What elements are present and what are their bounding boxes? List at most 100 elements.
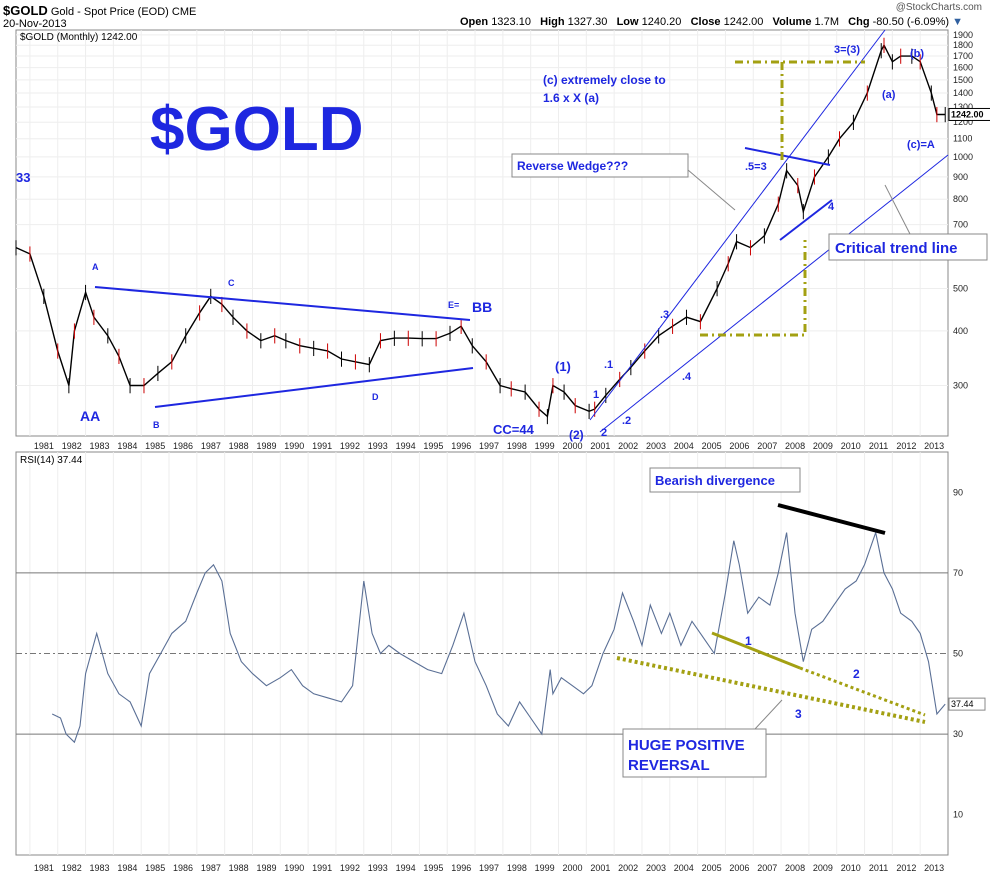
wave-A-label: A [92,262,99,272]
symbol-label: $GOLD [3,3,48,18]
price-x-tick-label: 1989 [256,441,276,451]
rsi-line1-label: 1 [745,634,752,648]
price-legend: $GOLD (Monthly) 1242.00 [20,32,138,43]
open-value: 1323.10 [491,16,531,28]
rsi-legend: RSI(14) 37.44 [20,455,83,466]
wave-BB-label: BB [472,299,492,315]
rsi-x-tick-label: 1990 [284,863,304,873]
close-label: Close [690,16,721,28]
critical-trend-pointer [884,184,911,235]
rsi-series-line [51,530,946,744]
critical-trend-label: Critical trend line [835,240,958,257]
price-y-tick-label: 500 [953,284,968,294]
price-x-tick-label: 2004 [674,441,694,451]
rsi-x-tick-label: 2010 [841,863,861,873]
price-x-tick-label: 1993 [368,441,388,451]
rsi-x-tick-label: 1988 [229,863,249,873]
price-x-tick-label: 1986 [173,441,193,451]
rsi-x-tick-label: 2007 [757,863,777,873]
watermark: @StockCharts.com [895,2,982,13]
wave-3-label: 3=(3) [834,44,860,56]
rsi-x-tick-label: 1994 [396,863,416,873]
price-y-tick-label: 1900 [953,30,973,40]
dropdown-arrow-icon[interactable]: ▼ [952,16,964,28]
price-x-tick-label: 2010 [841,441,861,451]
wedge-top-line [744,147,831,166]
channel-lower-line [599,154,949,433]
rsi-last-value-box [948,697,986,711]
date-label: 20-Nov-2013 [3,18,67,30]
price-x-tick-label: 1992 [340,441,360,451]
wave-dot2-label: .2 [622,415,631,427]
wave-dot5-label: .5=3 [745,161,767,173]
low-label: Low [616,16,639,28]
price-x-tick-label: 1985 [145,441,165,451]
price-x-tick-label: 1984 [117,441,137,451]
rsi-x-tick-label: 2008 [785,863,805,873]
price-y-tick-label: 1000 [953,152,973,162]
price-x-tick-label: 2005 [702,441,722,451]
price-x-tick-label: 1981 [34,441,54,451]
rsi-x-tick-label: 1983 [90,863,110,873]
rsi-x-tick-label: 1987 [201,863,221,873]
rsi-x-tick-label: 2005 [702,863,722,873]
rsi-x-tick-label: 2013 [924,863,944,873]
price-x-tick-label: 2002 [618,441,638,451]
projection-right-arrow [700,240,807,337]
rsi-x-tick-label: 1999 [535,863,555,873]
rsi-line3-label: 3 [795,707,802,721]
price-y-tick-label: 1400 [953,88,973,98]
rsi-y-tick-label: 50 [953,649,963,659]
rsi-y-tick-label: 90 [953,487,963,497]
rsi-x-tick-label: 1997 [479,863,499,873]
rsi-x-tick-label: 1993 [368,863,388,873]
price-x-tick-label: 1988 [229,441,249,451]
wave-a-label: (a) [882,89,896,101]
price-x-tick-label: 2003 [646,441,666,451]
rsi-x-tick-label: 1996 [451,863,471,873]
open-label: Open [460,16,489,28]
price-y-tick-label: 1200 [953,117,973,127]
price-y-tick-label: 300 [953,381,968,391]
wave-AA-label: AA [80,408,100,424]
price-y-tick-label: 800 [953,194,968,204]
rsi-y-tick-label: 30 [953,729,963,739]
price-x-tick-label: 1990 [284,441,304,451]
high-value: 1327.30 [567,16,608,28]
wave-c-label: (c)=A [907,139,935,151]
reverse-wedge-box [511,153,689,178]
price-x-tick-label: 2001 [590,441,610,451]
rsi-last-value: 37.44 [951,699,974,709]
rsi-trend-line-2 [799,666,926,717]
price-y-tick-label: 1300 [953,102,973,112]
price-x-tick-label: 1998 [507,441,527,451]
price-x-tick-label: 1999 [535,441,555,451]
note-c-line2: 1.6 x X (a) [543,91,599,105]
price-x-tick-label: 2013 [924,441,944,451]
rsi-x-tick-label: 1981 [34,863,54,873]
price-x-tick-label: 1983 [90,441,110,451]
bearish-line [777,503,886,535]
rsi-x-tick-label: 2004 [674,863,694,873]
rsi-trend-line-1 [711,631,801,670]
price-x-tick-label: 2006 [729,441,749,451]
volume-label: Volume [772,16,812,28]
wave-dot4-label: .4 [682,371,692,383]
critical-trend-box [828,233,988,261]
rsi-x-tick-label: 1986 [173,863,193,873]
price-y-tick-label: 1100 [953,134,972,144]
rsi-x-tick-label: 2006 [729,863,749,873]
volume-value: 1.7M [814,16,839,28]
price-x-tick-label: 2011 [869,441,888,451]
bearish-label: Bearish divergence [655,473,775,488]
positive-reversal-label-2: REVERSAL [628,757,710,774]
price-x-tick-label: 1982 [62,441,82,451]
wave-b-label: (b) [910,48,924,60]
wave4-line [779,199,833,241]
channel-upper-line [589,29,886,421]
price-last-value: 1242.00 [951,109,984,119]
wave-B-label: B [153,420,160,430]
big-title: $GOLD [150,95,364,164]
wave-1-paren-label: (1) [555,359,571,374]
